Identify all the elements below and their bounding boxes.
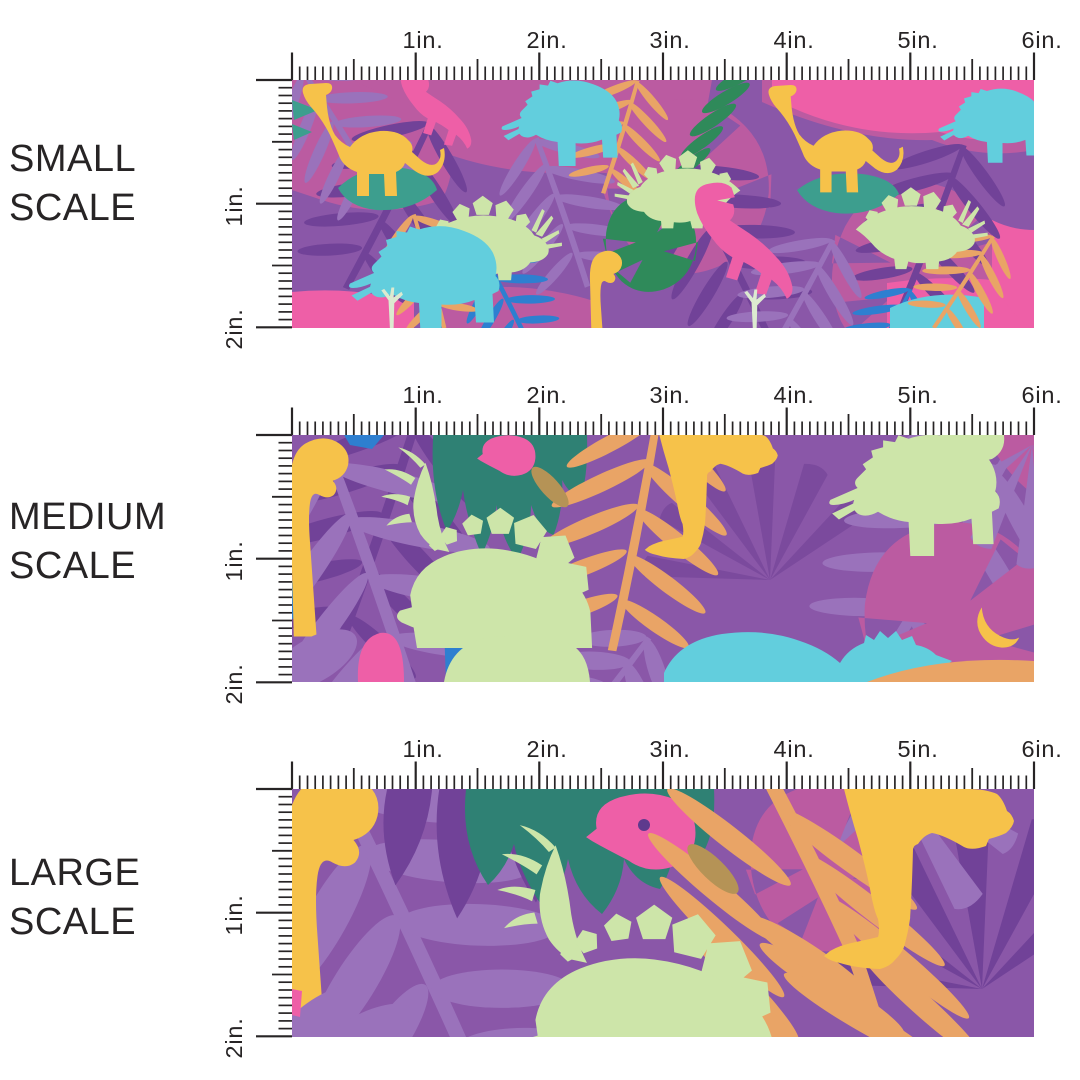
svg-text:2in.: 2in. (526, 382, 567, 408)
svg-text:2in.: 2in. (221, 1017, 247, 1058)
svg-text:6in.: 6in. (1021, 382, 1062, 408)
svg-text:3in.: 3in. (649, 736, 690, 762)
svg-text:2in.: 2in. (526, 27, 567, 53)
svg-text:4in.: 4in. (773, 27, 814, 53)
svg-text:4in.: 4in. (773, 382, 814, 408)
svg-text:3in.: 3in. (649, 27, 690, 53)
svg-text:1in.: 1in. (221, 894, 247, 935)
svg-text:1in.: 1in. (402, 382, 443, 408)
svg-text:2in.: 2in. (221, 308, 247, 349)
svg-text:6in.: 6in. (1021, 27, 1062, 53)
svg-text:5in.: 5in. (897, 382, 938, 408)
svg-text:1in.: 1in. (221, 540, 247, 581)
svg-text:2in.: 2in. (221, 663, 247, 704)
svg-text:1in.: 1in. (402, 736, 443, 762)
svg-text:4in.: 4in. (773, 736, 814, 762)
svg-text:3in.: 3in. (649, 382, 690, 408)
svg-text:5in.: 5in. (897, 736, 938, 762)
svg-text:1in.: 1in. (402, 27, 443, 53)
svg-text:5in.: 5in. (897, 27, 938, 53)
svg-text:2in.: 2in. (526, 736, 567, 762)
svg-text:6in.: 6in. (1021, 736, 1062, 762)
svg-text:1in.: 1in. (221, 185, 247, 226)
